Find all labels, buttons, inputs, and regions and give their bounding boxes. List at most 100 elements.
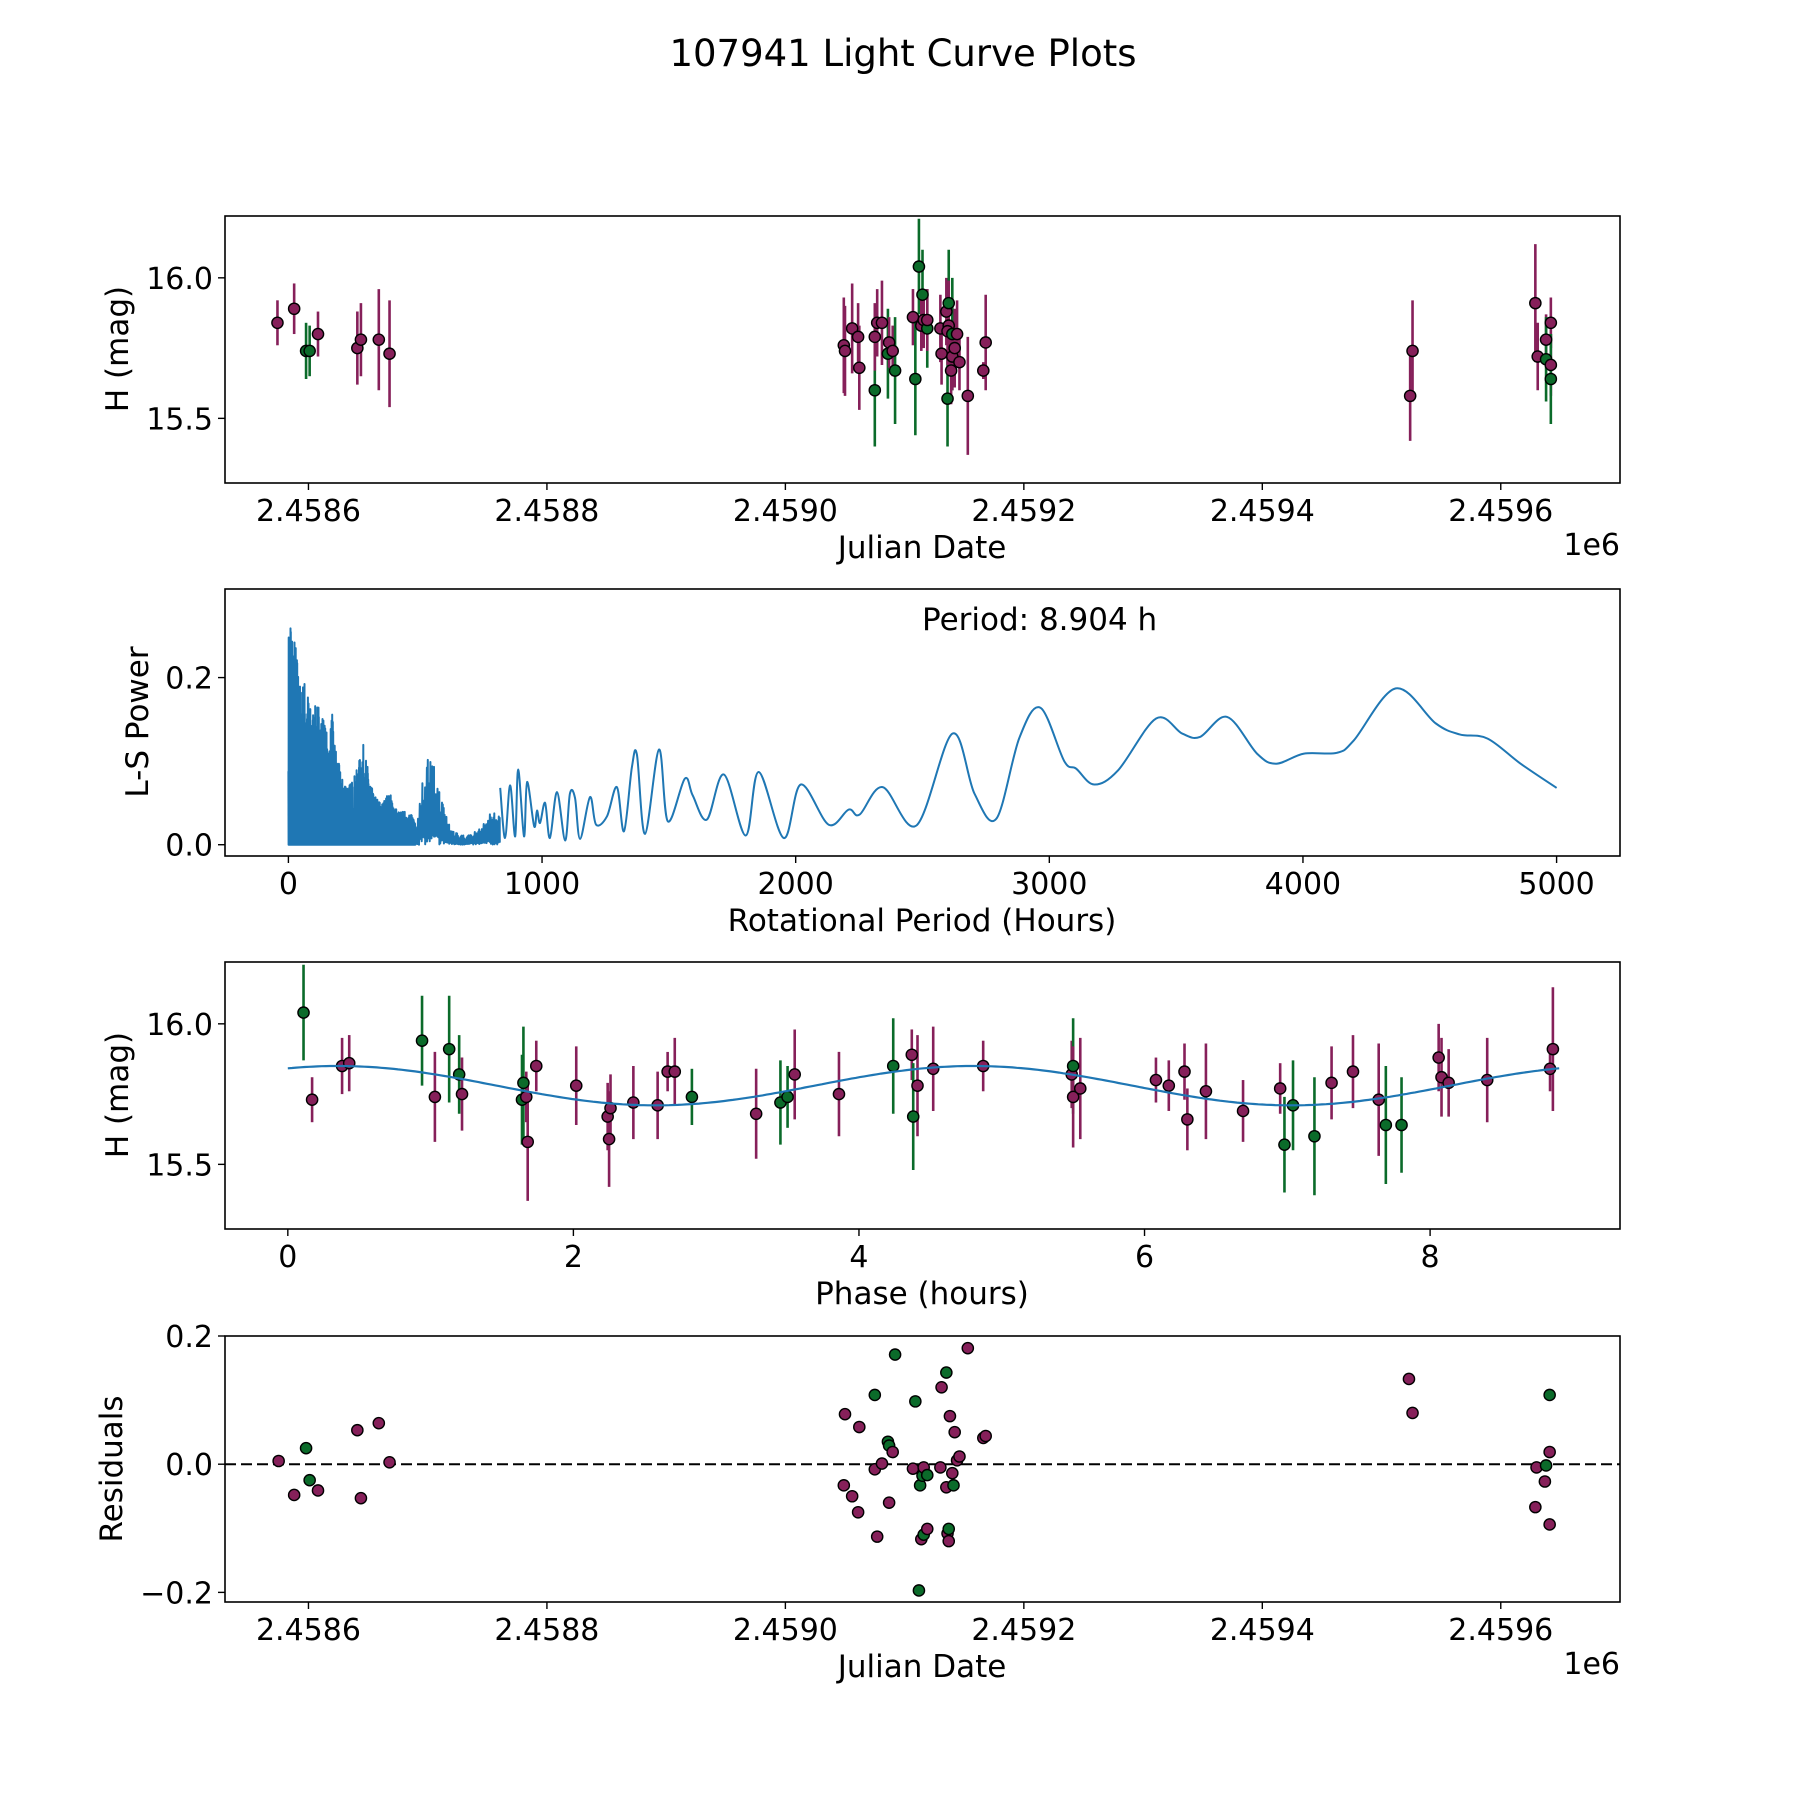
lightcurve-point xyxy=(1544,372,1558,386)
lightcurve-xtick-label: 2.4592 xyxy=(971,494,1076,529)
residuals-point xyxy=(870,1530,884,1543)
lightcurve-point xyxy=(979,336,992,349)
phased-point xyxy=(1395,1118,1408,1132)
phased-xtick-label: 2 xyxy=(564,1240,583,1275)
lightcurve-point xyxy=(942,296,956,310)
residuals-point xyxy=(912,1584,926,1597)
phased-point xyxy=(627,1096,640,1109)
residuals-point xyxy=(909,1395,922,1408)
residuals-point xyxy=(940,1366,953,1379)
periodogram-axes-frame xyxy=(224,588,1621,857)
fit-curve xyxy=(287,1064,1560,1107)
phased-point xyxy=(749,1107,763,1121)
phased-point xyxy=(886,1059,900,1073)
phased-point xyxy=(602,1132,616,1146)
residuals-point xyxy=(354,1491,368,1505)
figure-title: 107941 Light Curve Plots xyxy=(669,32,1136,75)
phased-point xyxy=(517,1076,530,1090)
lightcurve-point xyxy=(372,333,386,346)
residuals-point xyxy=(838,1407,852,1421)
lightcurve-point xyxy=(851,330,865,344)
phased-point xyxy=(1149,1073,1163,1087)
residuals-point xyxy=(920,1522,934,1536)
residuals-ylabel: Residuals xyxy=(94,1395,130,1542)
periodogram-dense-line xyxy=(287,627,501,846)
residuals-point xyxy=(351,1423,364,1437)
period-annotation: Period: 8.904 h xyxy=(922,602,1157,638)
lightcurve-xtick-label: 2.4586 xyxy=(256,494,361,529)
phased-point xyxy=(415,1034,429,1047)
periodogram-line xyxy=(499,687,1558,842)
lightcurve-point xyxy=(888,364,902,377)
phased-point xyxy=(1199,1084,1213,1098)
residuals-point xyxy=(311,1484,325,1497)
phased-point xyxy=(1273,1082,1287,1095)
lightcurve-point xyxy=(912,260,926,273)
periodogram-xtick-label: 2000 xyxy=(758,867,834,902)
residuals-ytick-label: 0.0 xyxy=(165,1448,213,1483)
phased-point xyxy=(905,1048,919,1062)
lightcurve-point xyxy=(853,361,866,375)
lightcurve-xtick-label: 2.4588 xyxy=(494,494,599,529)
residuals-panel: Julian Date Residuals 1e6 2.4586 2.4588 2.… xyxy=(94,1320,1621,1685)
residuals-xlabel: Julian Date xyxy=(836,1649,1007,1685)
lightcurve-point xyxy=(916,288,929,301)
residuals-xtick-label: 2.4594 xyxy=(1210,1613,1315,1648)
residuals-point xyxy=(948,1425,961,1439)
phased-point xyxy=(1162,1079,1176,1092)
phased-xtick-label: 0 xyxy=(278,1240,297,1275)
phased-point xyxy=(1432,1051,1445,1064)
lightcurve-panel: Julian Date H (mag) 1e6 2.4586 2.4588 2.45… xyxy=(100,215,1621,566)
phased-point xyxy=(832,1087,846,1101)
lightcurve-point xyxy=(287,302,301,316)
lightcurve-point xyxy=(868,330,882,344)
residuals-xtick-label: 2.4588 xyxy=(494,1613,599,1648)
phased-point xyxy=(442,1042,456,1056)
lightcurve-point xyxy=(977,364,990,377)
residuals-plot-area xyxy=(272,1341,1556,1597)
phased-point xyxy=(685,1090,699,1104)
residuals-ytick-label: −0.2 xyxy=(140,1576,213,1611)
periodogram-panel: Rotational Period (Hours) L-S Power Peri… xyxy=(120,588,1621,939)
phased-plot-area xyxy=(297,964,1560,1201)
residuals-xtick-label: 2.4592 xyxy=(971,1613,1076,1648)
phased-point xyxy=(1308,1129,1321,1143)
residuals-point xyxy=(942,1522,956,1536)
residuals-point xyxy=(1402,1372,1416,1386)
lightcurve-point xyxy=(311,327,325,341)
phased-xtick-label: 4 xyxy=(849,1240,868,1275)
residuals-point xyxy=(946,1466,959,1480)
residuals-point xyxy=(1538,1475,1552,1488)
residuals-point xyxy=(372,1416,386,1430)
residuals-point xyxy=(943,1409,957,1423)
residuals-point xyxy=(935,1380,948,1394)
residuals-point xyxy=(383,1455,396,1469)
residuals-point xyxy=(906,1462,920,1475)
lightcurve-point xyxy=(1544,358,1558,372)
lightcurve-point xyxy=(303,344,316,358)
residuals-point xyxy=(272,1454,285,1468)
phased-point xyxy=(305,1093,319,1107)
residuals-point xyxy=(287,1488,301,1502)
residuals-point xyxy=(1543,1445,1556,1459)
residuals-point xyxy=(942,1534,956,1548)
residuals-point xyxy=(979,1429,992,1443)
periodogram-xtick-label: 0 xyxy=(279,867,298,902)
lightcurve-point xyxy=(1406,344,1419,358)
lightcurve-ytick-label: 15.5 xyxy=(146,402,213,437)
lightcurve-ytick-label: 16.0 xyxy=(146,262,213,297)
lightcurve-ylabel: H (mag) xyxy=(100,286,136,412)
lightcurve-point xyxy=(941,392,954,405)
periodogram-xtick-label: 5000 xyxy=(1518,867,1594,902)
lightcurve-point xyxy=(944,364,958,377)
residuals-point xyxy=(853,1420,866,1434)
phased-panel: Phase (hours) H (mag) 0 2 4 6 8 15.5 16.0 xyxy=(100,961,1621,1312)
lightcurve-offset-label: 1e6 xyxy=(1563,528,1620,563)
residuals-point xyxy=(303,1473,316,1487)
periodogram-xtick-label: 4000 xyxy=(1265,867,1341,902)
residuals-point xyxy=(837,1479,851,1492)
residuals-point xyxy=(851,1505,865,1519)
phased-point xyxy=(668,1065,682,1078)
